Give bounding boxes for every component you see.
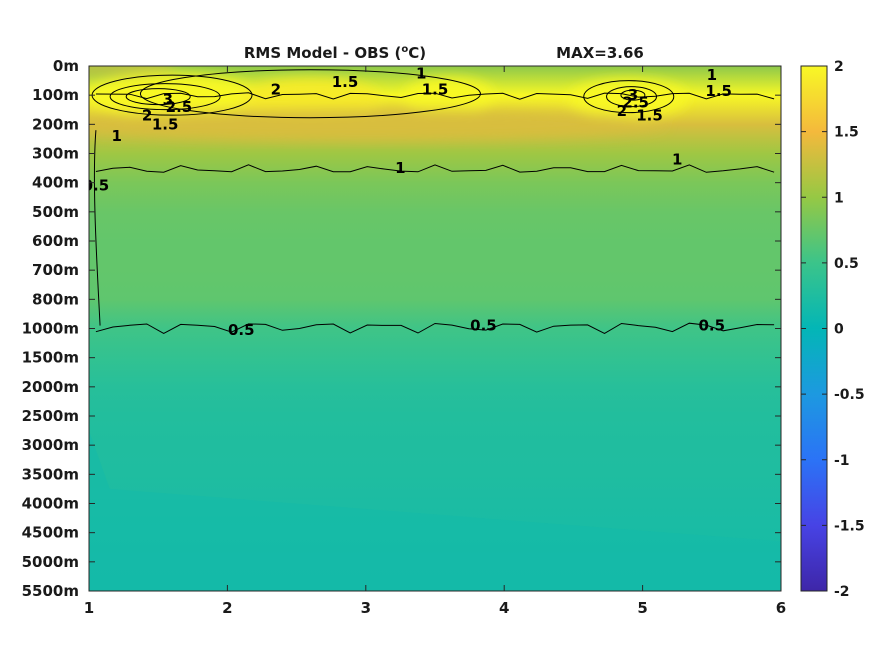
contour-label: 3 xyxy=(163,91,173,109)
contour-line xyxy=(583,80,675,114)
contour-label: 1.5 xyxy=(152,115,179,133)
chart-title: RMS Model - OBS (oC) xyxy=(244,44,426,62)
heatmap-bands xyxy=(89,66,781,591)
contour-label: 1 xyxy=(111,127,121,145)
contour-label: 1 xyxy=(416,64,426,82)
y-tick-label: 4500m xyxy=(22,524,79,542)
contour-line xyxy=(606,86,658,108)
contour-label: 2 xyxy=(142,107,152,125)
colorbar-tick-label: -1 xyxy=(834,453,850,469)
heatmap-deep-region xyxy=(89,430,781,591)
x-tick-label: 1 xyxy=(84,599,94,617)
y-tick-label: 3000m xyxy=(22,436,79,454)
contour-line xyxy=(95,92,775,100)
colorbar-tick-label: 0 xyxy=(834,322,844,338)
x-tick-label: 6 xyxy=(776,599,786,617)
y-tick-label: 3500m xyxy=(22,465,79,483)
x-tick-label: 2 xyxy=(222,599,232,617)
y-axis: 0m 100m 200m 300m 400m 500m 600m 700m 800m 1000m 1… xyxy=(22,57,781,600)
contour-line xyxy=(620,89,646,101)
colorbar-tick-label: 1.5 xyxy=(834,125,859,141)
y-tick-label: 2000m xyxy=(22,378,79,396)
y-tick-label: 800m xyxy=(32,290,79,308)
x-tick-label: 5 xyxy=(637,599,647,617)
contour-label: 0.5 xyxy=(699,317,726,335)
contour-label: 1.5 xyxy=(422,80,449,98)
heatmap-hotspot xyxy=(89,73,258,118)
y-tick-label: 700m xyxy=(32,261,79,279)
y-tick-label: 600m xyxy=(32,232,79,250)
y-tick-label: 1000m xyxy=(22,320,79,338)
heatmap-hotspot xyxy=(89,66,176,76)
contour-line xyxy=(95,164,775,173)
contour-label: 1.5 xyxy=(705,82,732,100)
contour-line xyxy=(95,322,775,334)
y-tick-label: 300m xyxy=(32,145,79,163)
colorbar-tick-label: 1 xyxy=(834,190,844,206)
y-tick-label: 200m xyxy=(32,115,79,133)
colorbar-tick-label: 0.5 xyxy=(834,256,859,272)
heatmap-hotspot xyxy=(89,108,666,141)
y-tick-label: 500m xyxy=(32,203,79,221)
y-tick-label: 5000m xyxy=(22,553,79,571)
colorbar-tick-label: -1.5 xyxy=(834,518,865,534)
x-tick-label: 4 xyxy=(499,599,509,617)
contour-label: 2.5 xyxy=(166,98,193,116)
heatmap-hotspot xyxy=(240,78,381,119)
contour-label: 0.5 xyxy=(228,321,255,339)
contour-line xyxy=(93,130,101,326)
contour-line xyxy=(139,69,481,119)
colorbar-tick-label: -0.5 xyxy=(834,387,865,403)
y-tick-label: 2500m xyxy=(22,407,79,425)
contour-label: 1 xyxy=(707,66,717,84)
contour-label: 3 xyxy=(628,86,638,104)
max-value-label: MAX=3.66 xyxy=(556,44,644,62)
contour-label: 1 xyxy=(672,150,682,168)
contour-label: 1 xyxy=(395,159,405,177)
contour-line xyxy=(109,83,221,111)
colorbar-tick-label: -2 xyxy=(834,584,850,600)
y-tick-label: 100m xyxy=(32,86,79,104)
y-tick-label: 400m xyxy=(32,174,79,192)
contour-label: 0.5 xyxy=(83,177,110,195)
contour-label: 2 xyxy=(617,102,627,120)
contour-label: 2 xyxy=(271,80,281,98)
colorbar-tick-label: 2 xyxy=(834,59,844,75)
y-tick-label: 5500m xyxy=(22,582,79,600)
y-tick-label: 0m xyxy=(53,57,79,75)
contour-label: 1.5 xyxy=(332,73,359,91)
contour-label: 2.5 xyxy=(622,93,649,111)
x-tick-label: 3 xyxy=(361,599,371,617)
colorbar-ticks: 2 1.5 1 0.5 0 -0.5 -1 -1.5 -2 xyxy=(801,59,865,600)
y-tick-label: 1500m xyxy=(22,349,79,367)
contour-label: 0.5 xyxy=(470,317,497,335)
contour-label: 1.5 xyxy=(636,107,663,125)
y-tick-label: 4000m xyxy=(22,495,79,513)
